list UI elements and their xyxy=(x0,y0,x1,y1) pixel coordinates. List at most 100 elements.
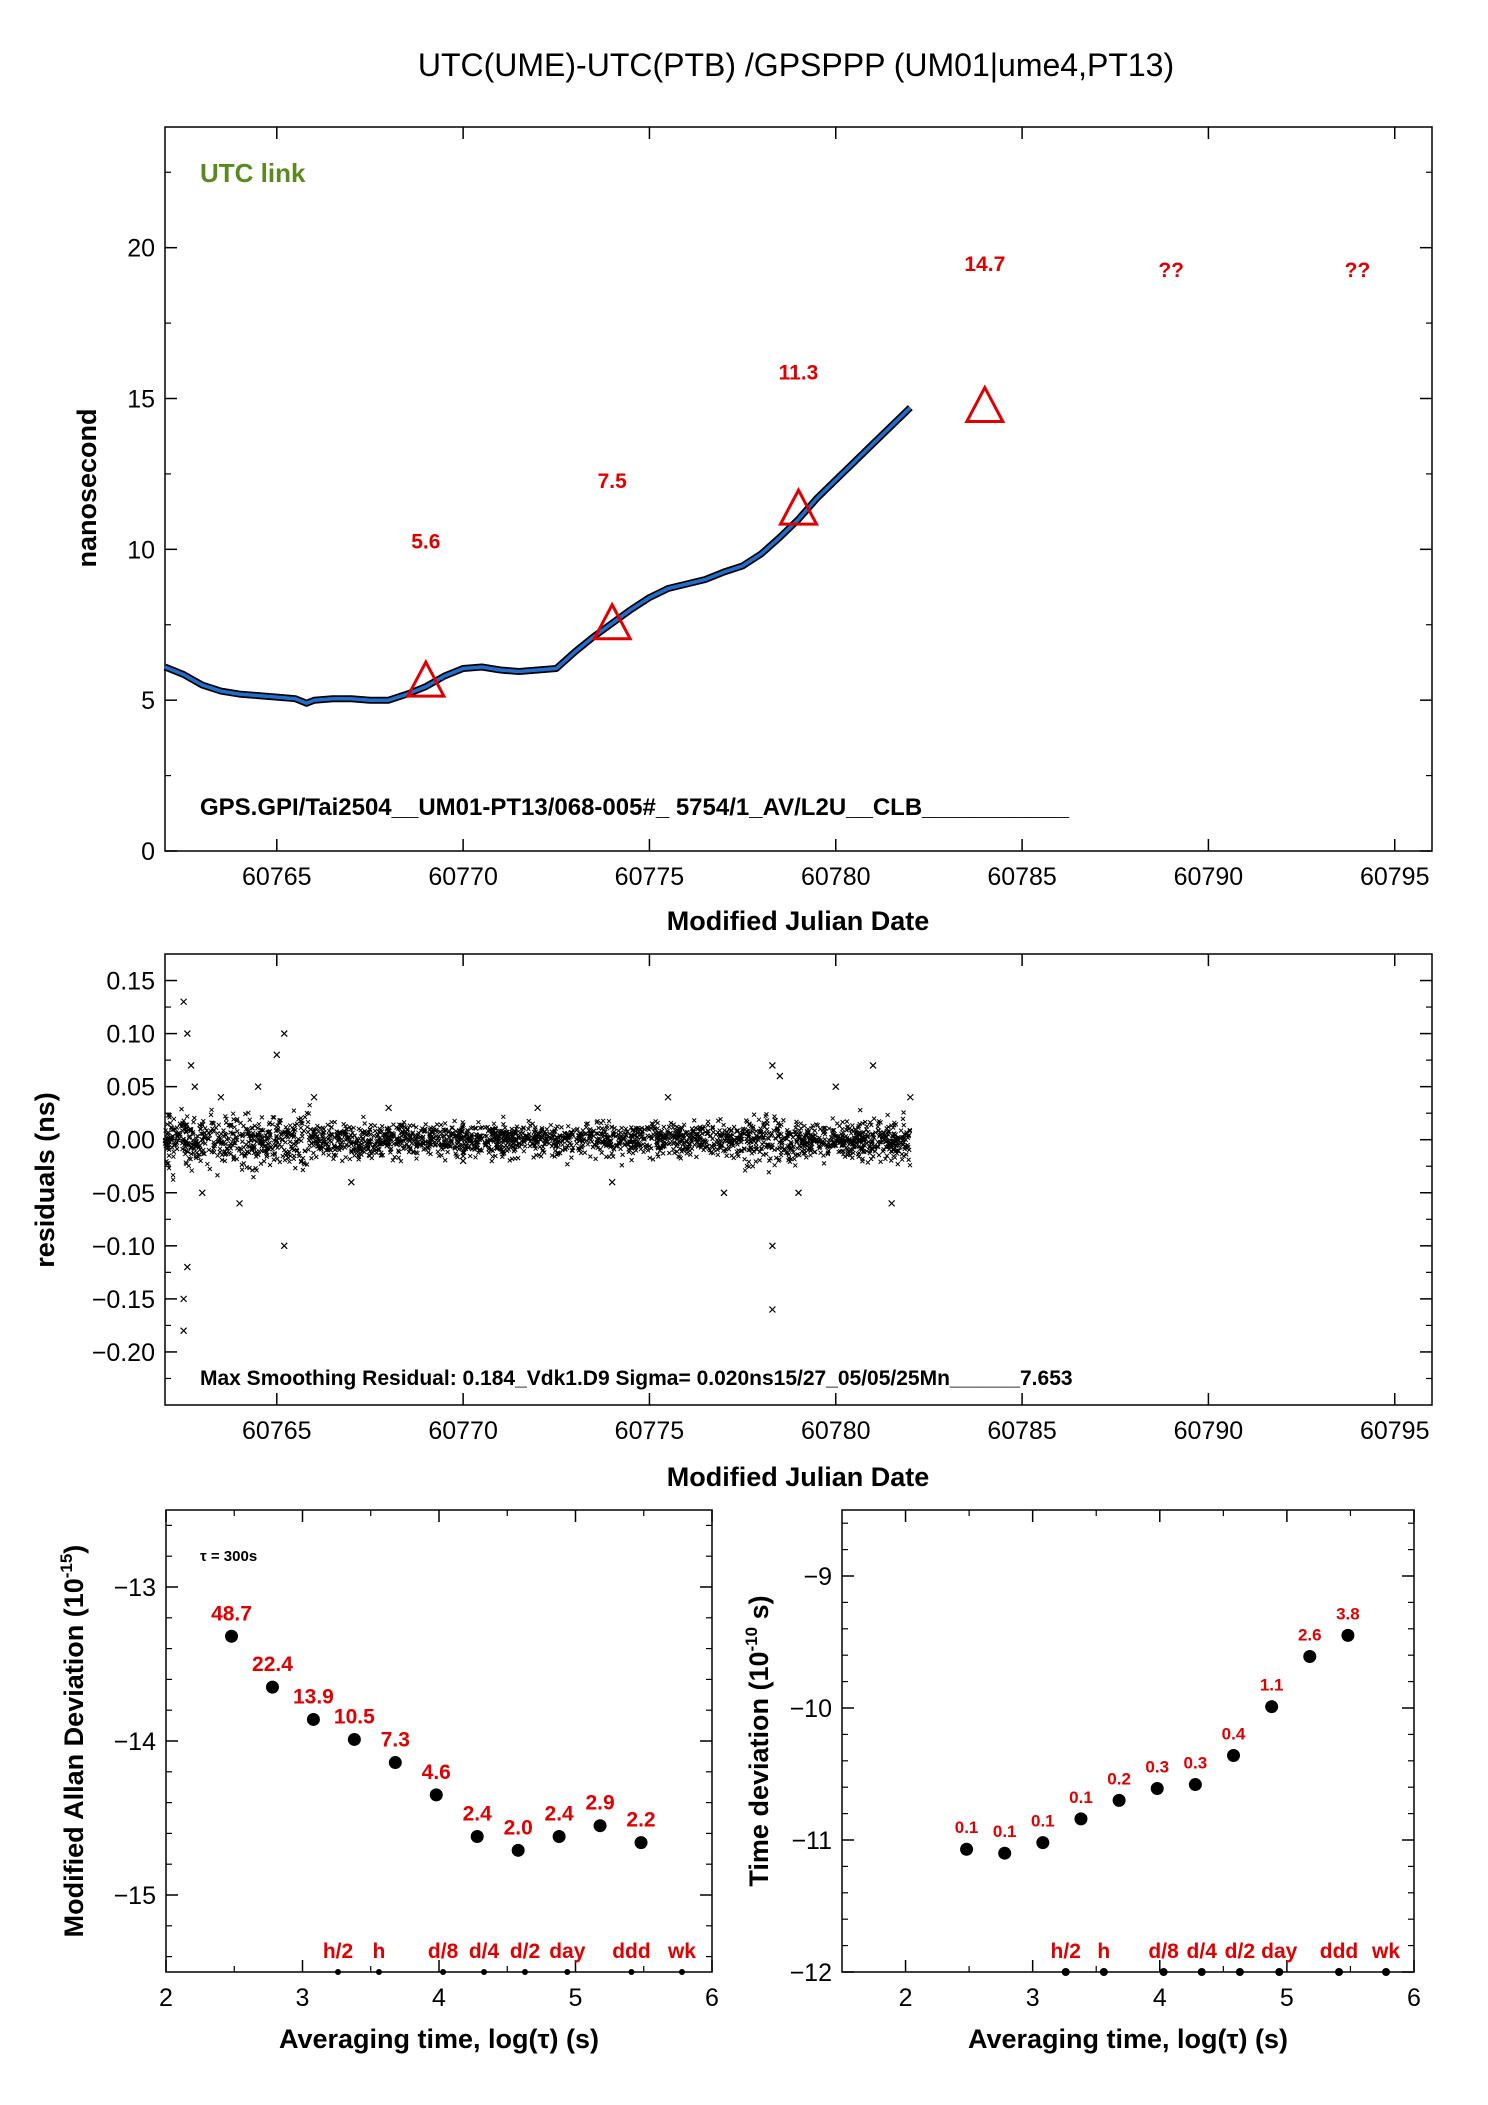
residual-point xyxy=(201,1151,206,1156)
residual-point xyxy=(436,1153,442,1159)
residual-point xyxy=(503,1130,509,1135)
residual-point xyxy=(315,1144,321,1149)
residual-point xyxy=(622,1134,628,1140)
residual-point xyxy=(660,1144,666,1150)
residual-point xyxy=(419,1136,424,1142)
residual-point xyxy=(171,1116,177,1122)
residual-point xyxy=(206,1136,212,1142)
residual-point xyxy=(630,1128,635,1133)
residual-point xyxy=(793,1125,799,1131)
residual-point xyxy=(372,1142,377,1147)
residual-point xyxy=(388,1146,394,1151)
allan-deviation-point xyxy=(265,1680,279,1694)
residual-point xyxy=(726,1146,732,1152)
residual-point xyxy=(660,1150,666,1156)
residual-point xyxy=(524,1136,530,1141)
residual-point xyxy=(170,1172,176,1178)
residual-point xyxy=(501,1138,507,1143)
residual-point xyxy=(362,1144,368,1150)
residual-point xyxy=(215,1130,220,1136)
residual-point xyxy=(764,1142,770,1148)
residual-point xyxy=(392,1154,398,1160)
residual-point xyxy=(905,1142,910,1148)
residual-point xyxy=(452,1146,458,1151)
residual-point xyxy=(718,1116,723,1122)
panel-residuals-footer: Max Smoothing Residual: 0.184_Vdk1.D9 Si… xyxy=(200,1367,1073,1390)
residual-point xyxy=(609,1124,615,1130)
residual-point xyxy=(426,1141,432,1146)
residual-point xyxy=(790,1134,796,1140)
time-deviation-xtick-label: 5 xyxy=(1280,1984,1294,2012)
residual-point xyxy=(660,1143,666,1149)
residual-point xyxy=(782,1147,788,1153)
residual-point xyxy=(577,1131,583,1137)
residual-point xyxy=(179,1128,185,1133)
residual-point xyxy=(231,1155,237,1161)
residual-point xyxy=(757,1157,763,1163)
residual-point xyxy=(676,1134,681,1140)
tdev-reference-label: d/2 xyxy=(1225,1940,1255,1963)
time-deviation-point xyxy=(1112,1793,1126,1807)
residual-point xyxy=(816,1143,822,1149)
residual-point xyxy=(267,1134,273,1140)
residual-point xyxy=(860,1158,865,1164)
time-deviation-point-label: 0.1 xyxy=(1031,1812,1055,1831)
residual-point xyxy=(415,1150,420,1156)
residual-point xyxy=(304,1162,310,1167)
allan-deviation-point xyxy=(511,1843,525,1857)
residual-point xyxy=(275,1126,281,1132)
residual-point xyxy=(267,1129,273,1134)
time-link-xtick-label: 60775 xyxy=(615,863,685,891)
time-deviation-point xyxy=(1074,1812,1088,1826)
residual-point xyxy=(596,1140,601,1145)
residual-point xyxy=(587,1126,593,1132)
residual-point xyxy=(489,1158,495,1164)
residual-point xyxy=(746,1164,752,1170)
residual-point xyxy=(430,1129,436,1135)
allan-deviation-point-label: 10.5 xyxy=(334,1705,375,1728)
time-deviation-ytick-label: −11 xyxy=(791,1827,832,1855)
residual-point xyxy=(749,1136,754,1142)
residual-point xyxy=(402,1130,408,1136)
residual-point xyxy=(458,1136,464,1141)
residual-point xyxy=(875,1139,881,1145)
residual-point xyxy=(270,1122,275,1127)
residual-point xyxy=(751,1112,757,1117)
residual-point xyxy=(454,1144,460,1150)
residual-point xyxy=(400,1146,406,1152)
residual-point xyxy=(579,1136,584,1142)
time-link-triangle-marker xyxy=(405,658,447,698)
residual-point xyxy=(860,1149,866,1154)
residual-point xyxy=(579,1143,585,1149)
residual-point xyxy=(689,1126,695,1132)
residual-point xyxy=(832,1139,837,1145)
residual-point xyxy=(180,1146,185,1152)
residual-point xyxy=(166,1165,172,1171)
residual-point xyxy=(849,1155,855,1161)
residual-point xyxy=(541,1141,547,1147)
residual-point xyxy=(336,1147,342,1153)
residual-point xyxy=(684,1129,690,1135)
residual-point xyxy=(185,1140,190,1146)
residual-point xyxy=(329,1139,334,1145)
residual-point xyxy=(344,1136,350,1142)
residual-point xyxy=(267,1162,273,1168)
residual-point xyxy=(510,1132,515,1137)
residual-point xyxy=(770,1142,775,1148)
residual-point xyxy=(899,1151,905,1157)
time-link-ytick-label: 0 xyxy=(141,838,155,866)
residual-point xyxy=(885,1132,891,1137)
panel-time-deviation-reference-markers: h/2 h d/8 d/4 d/2 day ddd wk xyxy=(1051,1940,1400,1976)
residual-point xyxy=(509,1156,515,1162)
residual-point xyxy=(514,1124,520,1130)
residual-point xyxy=(258,1161,264,1166)
residual-point xyxy=(812,1128,818,1133)
residual-point xyxy=(407,1132,413,1138)
residual-point xyxy=(651,1124,657,1130)
residual-point xyxy=(880,1134,885,1139)
residual-point xyxy=(217,1149,223,1155)
residual-point xyxy=(798,1131,803,1136)
residual-point xyxy=(742,1168,748,1173)
residual-point xyxy=(376,1141,382,1147)
residual-point xyxy=(565,1123,571,1129)
